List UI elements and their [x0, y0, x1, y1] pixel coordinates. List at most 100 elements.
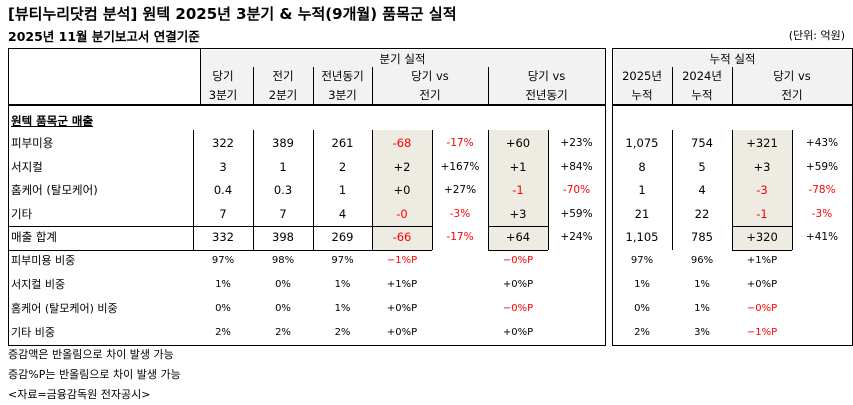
- ratio-cell: 97%: [211, 255, 235, 266]
- table-cell: -68: [392, 136, 412, 150]
- ratio-cell: −1%P: [386, 255, 418, 266]
- table-cell: 269: [331, 230, 354, 244]
- column-divider: [792, 130, 793, 250]
- table-cell: 8: [638, 159, 646, 174]
- shaded-column: [372, 130, 432, 250]
- total-row-top-border: [732, 226, 792, 227]
- table-cell: -3: [756, 183, 768, 197]
- column-header-line2: 2분기: [268, 88, 298, 102]
- ratio-cell: 0%: [634, 303, 650, 314]
- note-3: <자료=금융감독원 전자공시>: [8, 388, 151, 401]
- table-cell: +41%: [805, 231, 839, 243]
- column-header-line2: 누적: [631, 88, 653, 102]
- ratio-cell: 1%: [334, 303, 351, 314]
- ratio-cell: −1%P: [746, 327, 778, 338]
- column-header-line1: 2024년: [682, 69, 722, 83]
- ratio-cell: 98%: [271, 255, 295, 266]
- ratio-cell: 1%: [694, 303, 710, 314]
- table-cell: +64: [505, 230, 531, 244]
- table-cell: 785: [691, 230, 713, 244]
- table-cell: +84%: [560, 160, 593, 173]
- table-cell: 21: [634, 206, 650, 221]
- header-divider: [372, 67, 373, 104]
- table-cell: 4: [698, 183, 706, 197]
- table-cell: 0.3: [273, 183, 293, 197]
- row-label: 매출 합계: [11, 230, 57, 244]
- table-cell: +167%: [440, 160, 480, 173]
- ratio-row-label: 피부미용 비중: [11, 254, 76, 267]
- table-cell: 1,075: [625, 136, 659, 150]
- table-cell: 1: [638, 183, 646, 197]
- ratio-cell: +0%P: [386, 303, 418, 314]
- table-cell: +59%: [805, 160, 839, 173]
- table-cell: 2: [338, 159, 347, 174]
- ratio-cell: 0%: [275, 303, 291, 314]
- ratio-cell: 97%: [331, 255, 354, 266]
- ratio-cell: −0%P: [502, 255, 534, 266]
- table-cell: +1: [509, 159, 527, 174]
- column-divider: [488, 130, 489, 250]
- shaded-column: [488, 130, 548, 250]
- table-cell: 7: [219, 206, 227, 221]
- table-cell: -1: [756, 206, 768, 221]
- column-divider: [548, 130, 549, 250]
- table-cell: +3: [753, 159, 771, 174]
- quarterly-header: 분기 실적: [379, 52, 426, 66]
- table-cell: 3: [219, 159, 227, 174]
- table-cell: 1,105: [625, 230, 659, 244]
- ratio-cell: 96%: [690, 255, 714, 266]
- quarterly-table: [8, 48, 606, 346]
- ratio-cell: +1%P: [386, 279, 418, 290]
- page-title: [뷰티누리닷컴 분석] 원텍 2025년 3분기 & 누적(9개월) 품목군 실…: [8, 5, 457, 23]
- table-cell: 4: [338, 206, 347, 221]
- shaded-column: [732, 130, 792, 250]
- ratio-cell: −0%P: [502, 303, 534, 314]
- table-cell: 322: [212, 136, 234, 150]
- column-divider: [193, 130, 194, 250]
- section-title: 원텍 품목군 매출: [11, 114, 94, 128]
- column-header-line2: 누적: [691, 88, 713, 102]
- ratio-cell: 1%: [215, 279, 231, 290]
- table-cell: 261: [331, 136, 354, 150]
- note-1: 증감액은 반올림으로 차이 발생 가능: [8, 348, 174, 361]
- table-cell: 22: [694, 206, 710, 221]
- table-cell: 5: [698, 159, 706, 174]
- column-header-line1: 당기 vs: [411, 69, 449, 83]
- ratio-cell: 97%: [630, 255, 654, 266]
- table-cell: +27%: [443, 184, 477, 196]
- header-divider: [8, 104, 606, 106]
- ratio-cell: 0%: [215, 303, 231, 314]
- ratio-cell: 2%: [634, 327, 650, 338]
- total-row-top-border: [8, 226, 432, 227]
- column-header-line1: 2025년: [622, 69, 662, 83]
- quarterly-header-bg: [200, 49, 605, 105]
- table-cell: +321: [746, 136, 778, 150]
- column-divider: [432, 130, 433, 250]
- column-header-line1: 당기 vs: [527, 69, 566, 83]
- column-header-line2: 전기: [419, 88, 441, 102]
- table-cell: +60: [505, 136, 531, 150]
- table-cell: 1: [279, 159, 287, 174]
- row-label: 서지컬: [11, 159, 43, 174]
- table-cell: 7: [279, 206, 287, 221]
- ratio-row-label: 홈케어 (탈모케어) 비중: [11, 302, 118, 315]
- header-divider: [672, 67, 673, 104]
- table-cell: -70%: [562, 184, 591, 196]
- header-divider: [612, 104, 853, 106]
- table-cell: -0: [396, 206, 408, 221]
- table-cell: 0.4: [213, 183, 233, 197]
- column-divider: [732, 130, 733, 250]
- table-cell: 332: [212, 230, 234, 244]
- ratio-cell: 2%: [275, 327, 291, 338]
- table-cell: +320: [746, 230, 778, 244]
- cumulative-header: 누적 실적: [709, 52, 756, 66]
- table-cell: 1: [338, 183, 347, 197]
- column-header-line1: 전년동기: [321, 69, 364, 83]
- ratio-row-label: 서지컬 비중: [11, 278, 66, 291]
- row-label: 기타: [11, 206, 33, 221]
- table-cell: +2: [393, 159, 411, 174]
- column-divider: [672, 130, 673, 250]
- ratio-cell: 2%: [334, 327, 351, 338]
- table-cell: 398: [272, 230, 294, 244]
- total-row-bottom-border: [8, 249, 432, 251]
